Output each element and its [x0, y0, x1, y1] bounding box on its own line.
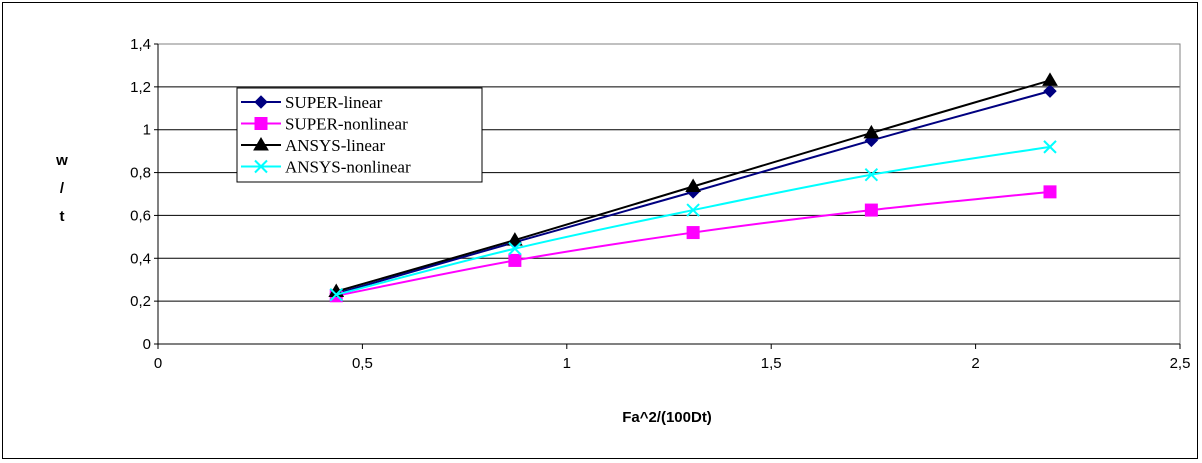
legend: SUPER-linear SUPER-nonlinear ANSYS-linear A…: [236, 87, 483, 183]
x-tick-label: 2,5: [1170, 355, 1191, 372]
legend-item: ANSYS-linear: [241, 136, 385, 155]
x-axis-title: Fa^2/(100Dt): [622, 409, 712, 426]
x-tick-label: 0: [154, 355, 162, 372]
axis-layer: 0 0,2 0,4 0,6 0,8 1 1,2 1,4 0 0,5 1 1,5 2 2,5: [130, 36, 1190, 372]
data-point: [685, 178, 701, 192]
legend-marker: [254, 117, 268, 130]
y-tick-label: 1,2: [130, 79, 151, 96]
data-point: [329, 288, 343, 302]
legend-marker: [254, 95, 268, 109]
legend-label: ANSYS-nonlinear: [285, 158, 411, 177]
data-point: [864, 168, 879, 182]
data-point: [508, 253, 522, 267]
y-tick-label: 0,8: [130, 165, 151, 182]
legend-marker: [253, 137, 269, 151]
series-layer: [328, 72, 1058, 303]
y-tick-label: 1,4: [130, 36, 151, 53]
legend-item: SUPER-linear: [241, 93, 383, 112]
y-tick-label: 0,4: [130, 250, 151, 267]
series-ansys-linear: [328, 72, 1058, 297]
y-axis-title-char: w: [55, 152, 68, 169]
data-point: [686, 226, 700, 240]
x-tick-label: 2: [971, 355, 979, 372]
y-tick-label: 0,6: [130, 207, 151, 224]
x-tick-label: 0,5: [352, 355, 373, 372]
data-point: [864, 203, 878, 217]
data-point: [1043, 84, 1057, 98]
y-tick-label: 0: [143, 336, 151, 353]
data-point: [1043, 140, 1057, 154]
y-axis-title-char: t: [60, 208, 65, 225]
y-axis-title: w / t: [55, 152, 68, 225]
x-tick-label: 1,5: [761, 355, 782, 372]
legend-marker: [254, 159, 268, 174]
x-tick-label: 1: [563, 355, 571, 372]
data-point: [507, 232, 523, 246]
series-super-nonlinear: [329, 185, 1057, 303]
series-ansys-nonlinear: [329, 140, 1057, 302]
series-line: [336, 190, 1051, 297]
legend-item: ANSYS-nonlinear: [241, 158, 411, 177]
legend-label: SUPER-linear: [285, 93, 383, 112]
y-tick-label: 1: [143, 122, 151, 139]
y-axis-title-char: /: [60, 180, 65, 197]
legend-item: SUPER-nonlinear: [241, 115, 408, 134]
data-point: [686, 203, 700, 217]
data-point: [508, 241, 522, 256]
legend-label: SUPER-nonlinear: [285, 115, 408, 134]
y-tick-label: 0,2: [130, 293, 151, 310]
data-point: [1043, 185, 1057, 199]
data-point: [1042, 72, 1058, 86]
legend-label: ANSYS-linear: [285, 136, 385, 155]
data-point: [863, 124, 880, 139]
